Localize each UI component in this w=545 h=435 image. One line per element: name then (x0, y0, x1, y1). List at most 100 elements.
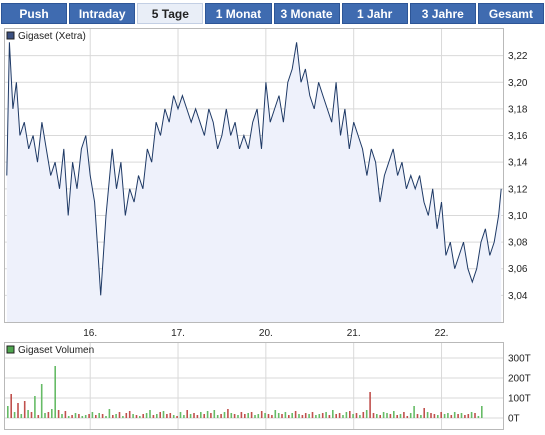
volume-y-tick-label: 200T (508, 374, 531, 385)
volume-bar (139, 416, 141, 418)
volume-bar (223, 412, 226, 418)
price-y-axis: 3,04 3,06 3,08 3,10 3,12 3,14 3,16 3,18 3,20 3,22 (508, 51, 528, 302)
volume-bar (396, 415, 398, 418)
volume-bar (420, 415, 422, 418)
price-y-tick-label: 3,08 (508, 238, 528, 249)
volume-bar (430, 413, 432, 418)
volume-bar (193, 413, 195, 418)
volume-bar (23, 401, 26, 418)
volume-bar (298, 414, 300, 418)
volume-bar (95, 415, 97, 418)
volume-bar (247, 413, 249, 418)
volume-bar (47, 412, 50, 418)
price-y-tick-label: 3,16 (508, 131, 528, 142)
volume-bar (230, 413, 233, 418)
volume-bar (67, 416, 70, 418)
price-x-tick-label: 17. (171, 328, 185, 336)
volume-bar (437, 415, 439, 418)
volume-bar (443, 414, 446, 418)
volume-bar (399, 414, 402, 418)
volume-bar (13, 412, 16, 418)
volume-bar (183, 415, 185, 418)
volume-bar (206, 411, 209, 418)
volume-bar (328, 415, 331, 418)
volume-bar (277, 413, 280, 418)
price-y-tick-label: 3,12 (508, 184, 528, 195)
volume-bar (481, 406, 483, 418)
volume-y-tick-label: 0T (508, 414, 520, 425)
volume-bar (176, 416, 178, 418)
volume-bar (271, 415, 273, 418)
volume-bar (362, 412, 365, 418)
volume-bar (220, 414, 222, 418)
volume-bar (132, 414, 134, 418)
volume-bar (196, 415, 199, 418)
volume-bar (477, 416, 480, 418)
volume-bar (352, 414, 354, 418)
volume-bar (81, 416, 84, 418)
price-y-tick-label: 3,04 (508, 291, 528, 302)
tab-intraday[interactable]: Intraday (69, 3, 136, 24)
volume-bar (342, 415, 344, 418)
volume-bar (345, 412, 348, 418)
volume-bar (365, 410, 368, 418)
volume-bar (203, 414, 205, 418)
volume-bar (115, 414, 117, 418)
volume-bar (260, 411, 263, 418)
volume-bar (98, 413, 100, 418)
price-y-tick-label: 3,18 (508, 104, 528, 115)
tab-push[interactable]: Push (1, 3, 68, 24)
price-x-tick-label: 21. (347, 328, 361, 336)
volume-bar (17, 403, 19, 418)
volume-chart: 300T 200T 100T 0T Gigaset Volumen (4, 342, 531, 430)
legend-price-label: Gigaset (Xetra) (18, 31, 86, 42)
tab-5-tage[interactable]: 5 Tage (137, 3, 204, 24)
volume-bar (10, 394, 12, 418)
volume-bar (470, 412, 473, 418)
volume-bar (376, 414, 378, 418)
volume-bar (311, 412, 314, 418)
price-x-tick-label: 16. (83, 328, 97, 336)
volume-bar (122, 416, 124, 418)
volume-bar (237, 415, 239, 418)
volume-bar (301, 415, 304, 418)
volume-bar (457, 414, 459, 418)
volume-bar (27, 410, 29, 418)
volume-bar (372, 413, 375, 418)
volume-bar (91, 412, 94, 418)
volume-bar (406, 416, 409, 418)
volume-bar (464, 415, 466, 418)
tab-gesamt[interactable]: Gesamt (477, 3, 544, 24)
tab-1-jahr[interactable]: 1 Jahr (341, 3, 408, 24)
volume-bar (267, 414, 270, 418)
tab-3-jahre[interactable]: 3 Jahre (409, 3, 476, 24)
volume-bar (335, 414, 337, 418)
volume-bar (61, 414, 63, 418)
volume-bar (460, 413, 463, 418)
volume-bar (37, 415, 40, 418)
volume-bar (467, 414, 470, 418)
volume-bar (20, 414, 23, 418)
tab-3-monate[interactable]: 3 Monate (273, 3, 340, 24)
volume-bar (57, 410, 60, 418)
volume-bar (172, 415, 175, 418)
volume-bar (474, 413, 476, 418)
volume-bar (186, 410, 188, 418)
price-line (6, 42, 502, 296)
volume-bar (257, 414, 260, 418)
volume-bar (264, 413, 266, 418)
volume-bar (40, 384, 43, 418)
volume-bar (416, 414, 419, 418)
volume-bar (393, 411, 395, 418)
volume-bar (315, 415, 317, 418)
volume-bar (30, 412, 33, 418)
volume-bar (210, 413, 212, 418)
price-y-tick-label: 3,10 (508, 211, 528, 222)
volume-bar (88, 414, 90, 418)
volume-bar (440, 412, 442, 418)
volume-bar (379, 415, 381, 418)
volume-bar (389, 414, 392, 418)
price-y-tick-label: 3,14 (508, 158, 528, 169)
volume-bar (338, 413, 341, 418)
tab-1-monat[interactable]: 1 Monat (205, 3, 272, 24)
